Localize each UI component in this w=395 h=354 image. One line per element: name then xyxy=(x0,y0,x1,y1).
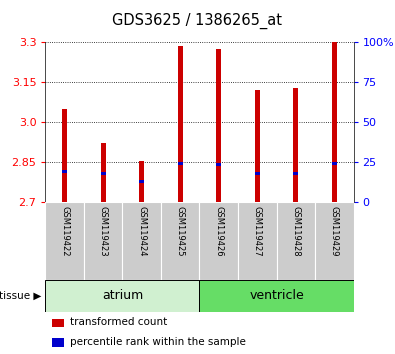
Bar xyxy=(139,161,144,202)
Bar xyxy=(122,202,161,280)
Bar xyxy=(238,202,276,280)
Bar xyxy=(199,202,238,280)
Text: GSM119428: GSM119428 xyxy=(291,206,300,256)
Bar xyxy=(332,162,337,165)
Bar xyxy=(216,162,221,166)
Bar xyxy=(52,319,64,327)
Bar xyxy=(293,88,298,202)
Bar xyxy=(199,280,354,312)
Bar xyxy=(255,172,260,175)
Bar xyxy=(178,162,182,165)
Text: ventricle: ventricle xyxy=(249,289,304,302)
Bar xyxy=(62,170,67,173)
Bar xyxy=(255,90,260,202)
Bar xyxy=(216,49,221,202)
Text: GSM119422: GSM119422 xyxy=(60,206,69,256)
Text: GDS3625 / 1386265_at: GDS3625 / 1386265_at xyxy=(113,12,282,29)
Bar xyxy=(178,46,182,202)
Text: GSM119426: GSM119426 xyxy=(214,206,223,256)
Bar xyxy=(101,172,105,175)
Text: transformed count: transformed count xyxy=(70,318,167,327)
Text: percentile rank within the sample: percentile rank within the sample xyxy=(70,337,246,347)
Bar xyxy=(315,202,354,280)
Bar xyxy=(45,280,199,312)
Bar xyxy=(84,202,122,280)
Text: GSM119427: GSM119427 xyxy=(253,206,262,256)
Text: GSM119425: GSM119425 xyxy=(176,206,185,256)
Bar xyxy=(276,202,315,280)
Bar xyxy=(52,338,64,347)
Bar xyxy=(161,202,199,280)
Bar xyxy=(139,181,144,183)
Bar xyxy=(101,143,105,202)
Bar xyxy=(62,109,67,202)
Text: GSM119429: GSM119429 xyxy=(330,206,339,256)
Text: GSM119424: GSM119424 xyxy=(137,206,146,256)
Bar xyxy=(45,202,84,280)
Text: GSM119423: GSM119423 xyxy=(99,206,108,256)
Bar xyxy=(332,42,337,202)
Text: tissue ▶: tissue ▶ xyxy=(0,291,41,301)
Bar xyxy=(293,172,298,175)
Text: atrium: atrium xyxy=(102,289,143,302)
